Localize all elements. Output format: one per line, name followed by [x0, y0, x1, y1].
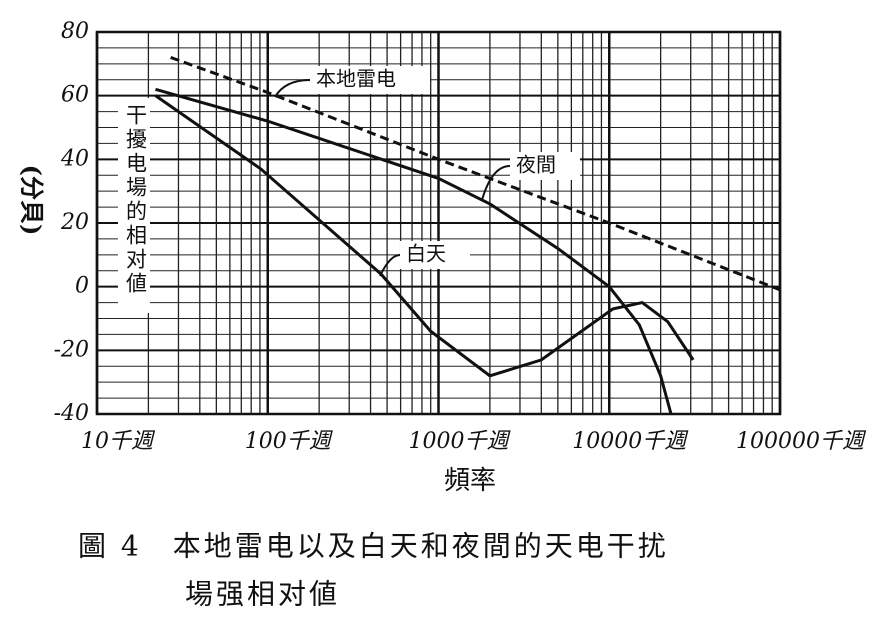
line	[170, 56, 781, 292]
line	[155, 87, 673, 415]
pointer	[379, 254, 401, 277]
label-background	[118, 98, 150, 313]
y-axis-label: (分貝)	[18, 165, 47, 236]
y-tick-label: 0	[75, 274, 89, 299]
x-tick-label: 10千週	[81, 429, 156, 454]
y-tick-label: 80	[61, 19, 89, 44]
legend-label: 夜間	[516, 153, 556, 177]
x-tick-label: 100000千週	[736, 429, 867, 454]
x-axis-label: 頻率	[444, 466, 496, 496]
y-tick-label: -40	[54, 401, 89, 426]
label-background	[510, 152, 580, 180]
y-tick-label: 20	[60, 210, 89, 235]
y-tick-label: 60	[61, 83, 89, 108]
pointer	[481, 165, 511, 201]
caption: 圖 4 本地雷电以及白天和夜間的天电干扰	[78, 530, 669, 563]
legend-label: 本地雷电	[316, 67, 396, 91]
inner-label: 干擾电場的相对値	[124, 104, 148, 296]
y-tick-label: -20	[54, 337, 89, 362]
legend-label: 白天	[406, 242, 446, 266]
caption: 場强相对値	[185, 578, 340, 611]
x-tick-label: 10000千週	[572, 429, 689, 454]
pointer	[274, 79, 311, 98]
line	[154, 94, 695, 378]
x-tick-label: 100千週	[245, 429, 334, 454]
x-tick-label: 1000千週	[409, 429, 512, 454]
label-background	[310, 66, 430, 94]
y-tick-label: 40	[60, 146, 89, 171]
label-background	[400, 241, 470, 269]
